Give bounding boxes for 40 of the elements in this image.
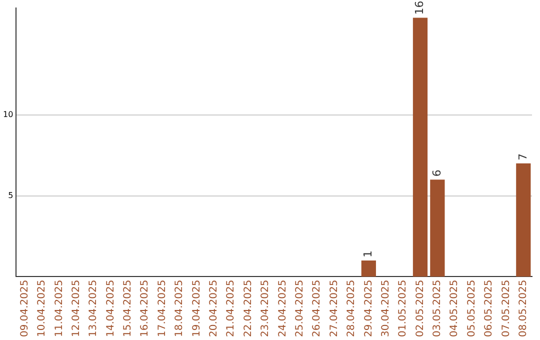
bar bbox=[430, 180, 445, 277]
x-tick-label: 19.04.2025 bbox=[191, 280, 202, 338]
x-tick-label: 07.05.2025 bbox=[500, 280, 512, 338]
data-label: 1 bbox=[362, 250, 375, 258]
x-tick-label: 09.04.2025 bbox=[19, 280, 30, 338]
x-tick-label: 23.04.2025 bbox=[260, 280, 272, 338]
x-tick-label: 24.04.2025 bbox=[277, 280, 288, 338]
x-tick-label: 29.04.2025 bbox=[363, 280, 374, 338]
x-tick-label: 08.05.2025 bbox=[518, 280, 529, 338]
bar bbox=[516, 163, 531, 277]
x-tick-label: 02.05.2025 bbox=[414, 280, 426, 338]
x-tick-label: 22.04.2025 bbox=[242, 280, 254, 338]
x-tick-label: 20.04.2025 bbox=[208, 280, 220, 338]
bar bbox=[361, 260, 376, 277]
x-tick-label: 21.04.2025 bbox=[226, 280, 237, 338]
x-tick-label: 01.05.2025 bbox=[398, 280, 409, 338]
x-tick-label: 11.04.2025 bbox=[54, 280, 65, 338]
x-tick-label: 26.04.2025 bbox=[312, 280, 323, 338]
x-tick-label: 25.04.2025 bbox=[294, 280, 306, 338]
data-label: 16 bbox=[413, 0, 426, 15]
x-tick-label: 12.04.2025 bbox=[70, 280, 82, 338]
x-tick-label: 18.04.2025 bbox=[174, 280, 186, 338]
x-tick-label: 03.05.2025 bbox=[432, 280, 444, 338]
x-tick-label: 14.04.2025 bbox=[105, 280, 116, 338]
data-label: 7 bbox=[516, 153, 530, 160]
bar bbox=[412, 18, 428, 277]
x-tick-label: 05.05.2025 bbox=[466, 280, 478, 338]
x-tick-label: 10.04.2025 bbox=[36, 280, 48, 338]
x-tick-label: 30.04.2025 bbox=[380, 280, 392, 338]
x-tick-label: 15.04.2025 bbox=[122, 280, 134, 338]
data-label: 6 bbox=[430, 170, 444, 177]
y-tick-label: 10 bbox=[2, 110, 14, 119]
x-tick-label: 04.05.2025 bbox=[449, 280, 460, 338]
x-tick-label: 06.05.2025 bbox=[484, 280, 495, 338]
x-tick-label: 16.04.2025 bbox=[140, 280, 151, 338]
x-tick-label: 28.04.2025 bbox=[346, 280, 358, 338]
x-tick-label: 17.04.2025 bbox=[156, 280, 168, 338]
x-tick-label: 27.04.2025 bbox=[328, 280, 340, 338]
x-tick-label: 13.04.2025 bbox=[88, 280, 100, 338]
y-tick-label: 5 bbox=[8, 190, 14, 200]
